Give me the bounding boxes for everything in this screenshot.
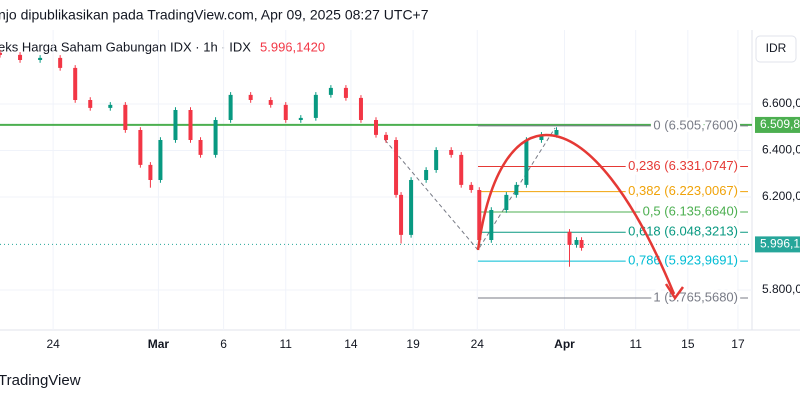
y-tick-label: 6.200,000 — [762, 189, 800, 203]
candle-body — [434, 150, 439, 170]
x-tick-label: 19 — [406, 337, 420, 351]
fib-label: 0,786 (5.923,9691) — [628, 253, 738, 268]
candle-body — [73, 67, 78, 100]
candle-body — [574, 240, 579, 245]
x-tick-label: 14 — [344, 337, 358, 351]
x-tick-label: 24 — [46, 337, 60, 351]
currency-box — [755, 35, 797, 63]
x-tick-label: Mar — [148, 337, 170, 351]
fib-label: 0,236 (6.331,0747) — [628, 158, 738, 173]
chart-title: eks Harga Saham Gabungan IDX · 1h · IDX — [0, 39, 251, 54]
x-tick-label: 11 — [280, 337, 293, 351]
candle-body — [18, 54, 23, 60]
fib-label: 0 (6.505,7600) — [653, 117, 738, 132]
x-tick-label: 15 — [681, 337, 695, 351]
fib-label: 0,382 (6.223,0067) — [628, 183, 738, 198]
candle-body — [514, 184, 519, 195]
y-tick-label: 6.400,000 — [762, 143, 800, 157]
candle-body — [469, 184, 474, 190]
footer: TradingView — [0, 372, 81, 389]
candle-body — [138, 130, 143, 165]
candle-body — [459, 154, 464, 185]
x-tick-label: 11 — [629, 337, 642, 351]
candle-body — [489, 210, 494, 240]
candle-body — [213, 120, 218, 155]
candle-body — [88, 100, 93, 108]
candle-body — [108, 104, 113, 108]
last-price-text: 5.996,1420 — [260, 39, 325, 54]
candle-body — [539, 134, 544, 140]
x-tick-label: 6 — [220, 337, 227, 351]
candle-body — [477, 190, 482, 240]
candle-body — [188, 110, 193, 140]
footer-logo: TradingView — [0, 372, 81, 389]
price-tag-label: 5.996,1 — [760, 237, 800, 251]
x-tick-label: 24 — [471, 337, 485, 351]
y-tick-label: 5.800,000 — [762, 282, 800, 296]
candle-body — [228, 94, 233, 120]
candle-body — [524, 140, 529, 185]
candle-body — [248, 94, 253, 100]
price-tag — [755, 236, 800, 253]
candle-body — [554, 130, 559, 135]
candle-body — [148, 164, 153, 180]
candle-body — [0, 52, 2, 55]
fib-label: 0,5 (6.135,6640) — [643, 203, 738, 218]
candle-body — [579, 240, 584, 248]
trend-line — [384, 127, 556, 251]
candle-body — [424, 170, 429, 180]
candle-body — [158, 140, 163, 180]
price-tag-label: 6.509,8 — [760, 117, 800, 131]
candle-body — [504, 194, 509, 210]
candle-body — [58, 57, 63, 68]
header: njo dipublikasikan pada TradingView.com,… — [0, 7, 429, 23]
candle-body — [298, 117, 303, 120]
arrow-head — [664, 283, 685, 301]
x-tick-label: 17 — [731, 337, 745, 351]
candle-body — [123, 104, 128, 130]
fib-label: 1 (5.765,5680) — [653, 289, 738, 304]
candle-body — [399, 194, 404, 235]
candle-body — [374, 120, 378, 135]
candle-body — [358, 97, 363, 120]
fib-label: 0,618 (6.048,3213) — [628, 224, 738, 239]
candle-body — [173, 110, 178, 140]
candle-body — [268, 100, 273, 105]
candle-body — [409, 180, 414, 235]
candle-body — [449, 150, 454, 155]
candle-body — [313, 94, 318, 118]
currency: IDR — [766, 41, 787, 55]
candle-body — [384, 134, 389, 140]
y-tick-label: 6.600,000 — [762, 96, 800, 110]
candle-body — [283, 104, 288, 120]
x-tick-label: Apr — [554, 337, 575, 351]
candle-body — [394, 140, 399, 195]
candle-body — [198, 140, 203, 155]
candle-body — [567, 231, 572, 245]
candle-body — [328, 87, 333, 95]
candle-body — [38, 57, 43, 60]
price-tag — [755, 116, 800, 133]
arc-annotation — [476, 133, 676, 295]
candle-body — [343, 87, 348, 98]
